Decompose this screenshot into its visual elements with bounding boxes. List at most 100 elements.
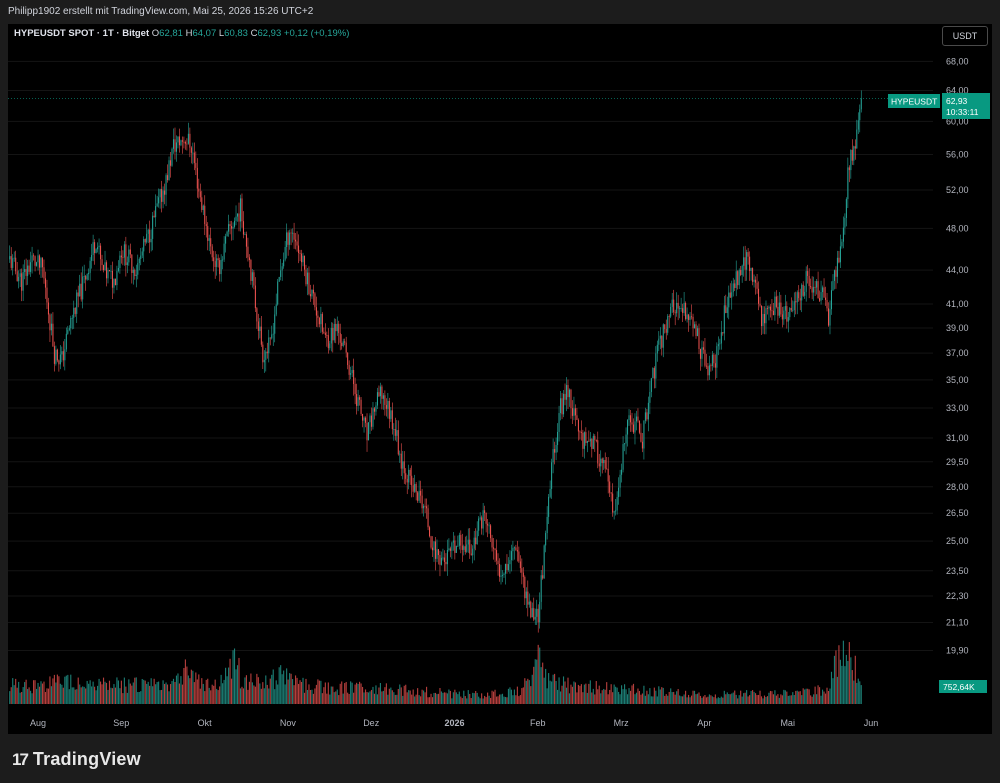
volume-bar xyxy=(509,687,511,704)
volume-bar xyxy=(744,692,746,704)
time-tick-label: Sep xyxy=(113,718,129,728)
candle-body xyxy=(229,224,231,227)
tradingview-logo[interactable]: 17 TradingView xyxy=(12,749,141,770)
volume-bar xyxy=(175,675,178,704)
candle-body xyxy=(777,306,779,316)
candle-body xyxy=(741,265,743,275)
candle-body xyxy=(363,417,365,421)
volume-bar xyxy=(238,657,240,704)
candle-body xyxy=(543,545,545,579)
volume-bar xyxy=(592,688,594,704)
candle-body xyxy=(241,198,243,222)
volume-bar xyxy=(555,680,557,704)
volume-bar xyxy=(208,687,210,704)
volume-bar xyxy=(472,692,474,704)
candle-body xyxy=(504,563,506,574)
candle-body xyxy=(808,275,810,287)
volume-bar xyxy=(198,674,200,704)
volume-bar xyxy=(302,677,304,704)
candle-body xyxy=(412,485,414,492)
volume-bar xyxy=(665,694,667,704)
candle-body xyxy=(842,227,844,242)
volume-bar xyxy=(725,694,727,704)
candle-body xyxy=(652,368,654,379)
volume-bar xyxy=(183,667,185,704)
candle-body xyxy=(607,468,609,482)
volume-bar xyxy=(539,647,541,704)
volume-bar xyxy=(129,683,131,704)
candle-body xyxy=(859,109,861,121)
volume-bar xyxy=(557,689,559,704)
volume-bar xyxy=(805,688,807,704)
volume-bar xyxy=(15,678,17,704)
candle-body xyxy=(490,525,492,539)
candle-body xyxy=(143,239,145,252)
volume-bar xyxy=(582,692,584,704)
candle-body xyxy=(114,278,116,286)
volume-bar xyxy=(525,680,527,704)
volume-bar xyxy=(594,694,596,704)
candle-body xyxy=(683,302,685,313)
candle-body xyxy=(579,431,581,433)
candle-body xyxy=(73,307,75,318)
candle-body xyxy=(198,188,200,192)
volume-bar xyxy=(816,694,818,704)
candle-body xyxy=(424,505,426,507)
candle-body xyxy=(390,410,392,419)
candle-body xyxy=(289,232,291,245)
candle-body xyxy=(117,267,119,271)
volume-bar xyxy=(443,692,445,704)
candle-body xyxy=(421,495,423,509)
volume-bar xyxy=(536,659,538,704)
candle-body xyxy=(253,272,255,286)
chart-panel[interactable]: 68,00 64,00 60,00 56,00 52,00 48,00 44,00 41,00… xyxy=(8,24,992,734)
volume-bar xyxy=(835,650,837,704)
volume-bar xyxy=(583,684,585,704)
volume-bar xyxy=(449,690,451,704)
volume-bar xyxy=(571,686,574,704)
candle-body xyxy=(475,537,477,545)
candle-body xyxy=(193,152,195,163)
candle-body xyxy=(832,280,834,291)
currency-button[interactable]: USDT xyxy=(942,26,988,46)
volume-bar xyxy=(177,673,179,704)
volume-bar xyxy=(162,680,164,704)
candle-body xyxy=(365,417,367,423)
volume-bar xyxy=(356,682,358,704)
volume-bar xyxy=(299,680,301,704)
candle-body xyxy=(725,305,727,313)
volume-bar xyxy=(777,694,779,704)
candle-body xyxy=(28,265,30,272)
candle-body xyxy=(21,273,23,291)
volume-bar xyxy=(708,694,710,704)
volume-bar xyxy=(396,694,398,704)
volume-bar xyxy=(609,689,611,704)
candle-body xyxy=(740,270,742,275)
candle-body xyxy=(205,224,207,227)
price-tick-label: 60,00 xyxy=(946,116,969,126)
volume-bar xyxy=(711,696,713,704)
volume-bar xyxy=(216,688,218,704)
candle-body xyxy=(269,337,271,339)
candle-body xyxy=(680,308,682,309)
volume-bar xyxy=(713,697,715,704)
volume-bar xyxy=(481,693,483,704)
candle-body xyxy=(819,298,821,301)
candle-body xyxy=(722,332,724,334)
candle-body xyxy=(780,302,782,315)
volume-bar xyxy=(222,683,224,704)
candle-body xyxy=(811,287,813,293)
candle-body xyxy=(536,608,538,617)
volume-bar xyxy=(638,691,641,704)
candle-body xyxy=(283,259,285,267)
candle-body xyxy=(591,438,593,449)
volume-bar xyxy=(49,676,51,704)
price-chart[interactable]: 68,00 64,00 60,00 56,00 52,00 48,00 44,00 41,00… xyxy=(8,24,992,734)
candle-body xyxy=(847,167,849,200)
candle-body xyxy=(634,421,636,433)
volume-bar xyxy=(497,696,499,704)
candle-body xyxy=(810,286,812,288)
candle-body xyxy=(624,443,626,445)
volume-bar xyxy=(92,681,94,704)
volume-bar xyxy=(22,687,24,704)
